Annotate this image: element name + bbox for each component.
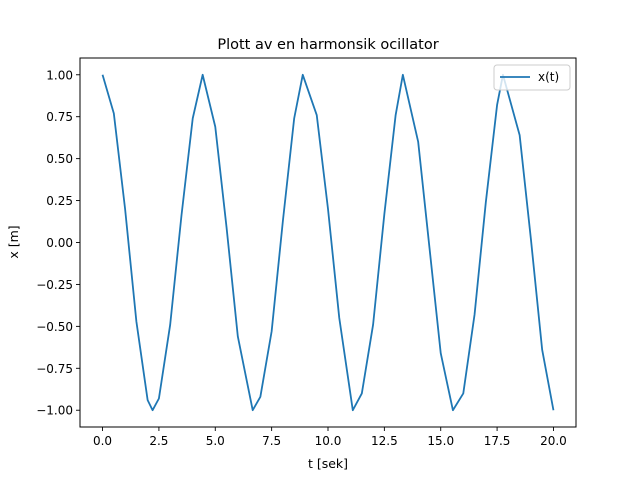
- legend: x(t): [493, 64, 571, 91]
- chart-title: Plott av en harmonsik ocillator: [217, 37, 438, 53]
- y-tick-label: 0.75: [46, 110, 73, 124]
- y-tick-label: 0.50: [46, 152, 73, 166]
- y-tick-label: 0.25: [46, 194, 73, 208]
- x-tick-label: 20.0: [540, 434, 567, 448]
- x-tick-label: 12.5: [371, 434, 398, 448]
- x-axis-label: t [sek]: [308, 456, 348, 471]
- legend-box: [493, 64, 571, 91]
- x-tick-label: 0.0: [93, 434, 112, 448]
- legend-label: x(t): [538, 70, 559, 84]
- y-tick-label: −0.25: [36, 278, 73, 292]
- series-line-0: [101, 73, 555, 412]
- x-tick-label: 15.0: [427, 434, 454, 448]
- y-tick-label: 0.00: [46, 236, 73, 250]
- x-tick-label: 10.0: [315, 434, 342, 448]
- x-axis: 0.0 2.5 5.0 7.5 10.0 12.5 15.0 17.5 20.0: [93, 427, 567, 448]
- plot-area: [101, 73, 555, 412]
- x-tick-label: 5.0: [206, 434, 225, 448]
- x-tick-label: 17.5: [484, 434, 511, 448]
- y-tick-label: 1.00: [46, 68, 73, 82]
- x-tick-label: 7.5: [262, 434, 281, 448]
- y-axis-label: x [m]: [6, 225, 21, 258]
- x-tick-label: 2.5: [149, 434, 168, 448]
- y-tick-label: −0.50: [36, 320, 73, 334]
- y-tick-label: −1.00: [36, 404, 73, 418]
- y-axis: −1.00 −0.75 −0.50 −0.25 0.00 0.25 0.50 0.75 1.00: [36, 68, 80, 418]
- y-tick-label: −0.75: [36, 362, 73, 376]
